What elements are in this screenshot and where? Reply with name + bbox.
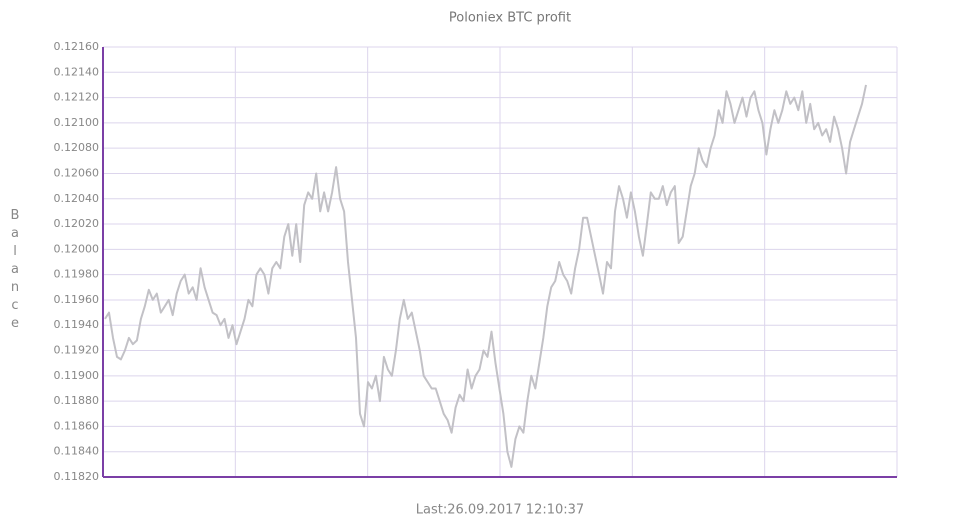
line-series bbox=[104, 84, 867, 468]
y-tick-label: 0.12000 bbox=[54, 242, 100, 255]
y-tick-label: 0.11840 bbox=[54, 445, 100, 458]
chart-title: Poloniex BTC profit bbox=[449, 11, 571, 26]
y-tick-label: 0.12140 bbox=[54, 65, 100, 78]
footer: Last:26.09.2017 12:10:37 bbox=[416, 503, 584, 518]
y-tick-label: 0.11900 bbox=[54, 369, 100, 382]
y-tick-label: 0.12060 bbox=[54, 166, 100, 179]
y-tick-label: 0.11980 bbox=[54, 268, 100, 281]
y-tick-label: 0.11960 bbox=[54, 293, 100, 306]
y-tick-label: 0.12120 bbox=[54, 91, 100, 104]
y-tick-label: 0.11820 bbox=[54, 470, 100, 483]
y-axis-label: Balance bbox=[8, 208, 23, 334]
y-tick-label: 0.12040 bbox=[54, 192, 100, 205]
y-tick-label: 0.11940 bbox=[54, 318, 100, 331]
y-tick-label: 0.12160 bbox=[54, 40, 100, 53]
y-tick-label: 0.11920 bbox=[54, 344, 100, 357]
y-tick-label: 0.11880 bbox=[54, 394, 100, 407]
y-tick-label: 0.12080 bbox=[54, 141, 100, 154]
y-tick-label: 0.12100 bbox=[54, 116, 100, 129]
y-tick-label: 0.11860 bbox=[54, 419, 100, 432]
y-tick-label: 0.12020 bbox=[54, 217, 100, 230]
